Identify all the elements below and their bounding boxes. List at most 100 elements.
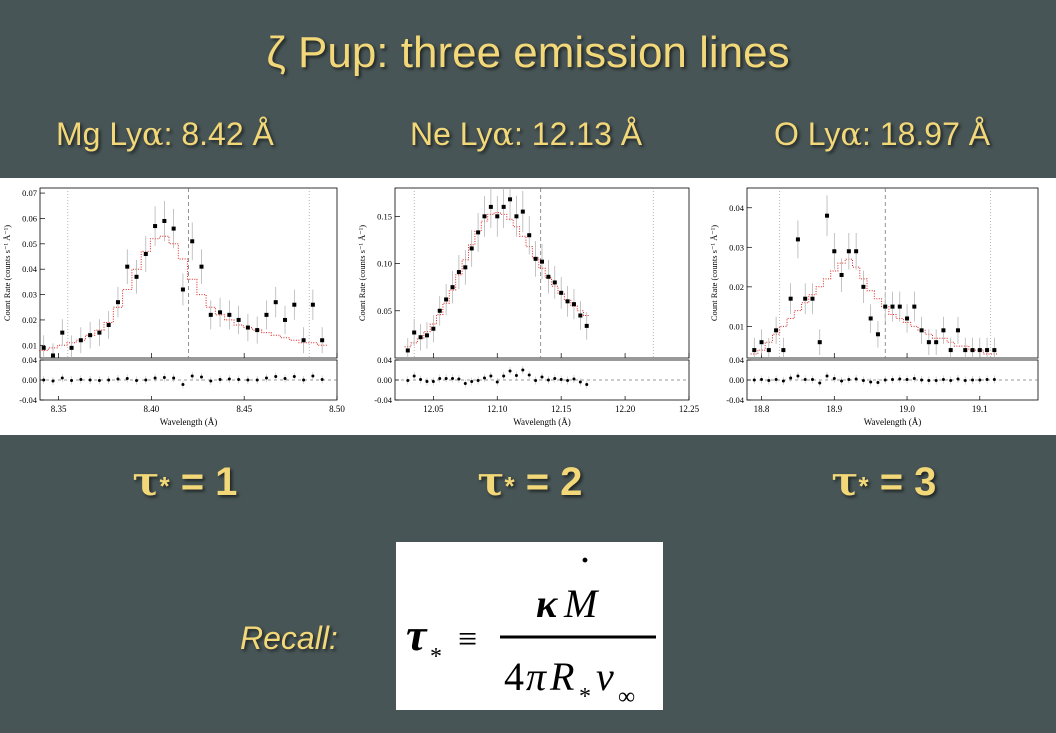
data-point <box>199 264 204 269</box>
residual-point <box>218 378 222 381</box>
residual-point <box>425 380 429 383</box>
data-point <box>115 300 120 305</box>
data-point <box>292 302 297 307</box>
data-point <box>162 218 167 223</box>
x-tick-label: 12.25 <box>679 404 700 414</box>
residual-point <box>803 378 807 381</box>
residual-point <box>985 378 989 381</box>
residual-point <box>451 377 455 380</box>
y-tick-label: 0.05 <box>22 239 37 249</box>
formula-kappa: κ <box>536 581 558 626</box>
data-point <box>934 340 939 345</box>
data-point <box>227 312 232 317</box>
residual-point <box>752 378 756 382</box>
data-point <box>520 209 525 214</box>
data-point <box>571 302 576 307</box>
residual-point <box>534 379 538 382</box>
residual-point <box>818 381 822 385</box>
residual-point <box>578 380 582 384</box>
data-point <box>495 214 500 219</box>
data-point <box>153 224 158 229</box>
formula-equiv: ≡ <box>458 621 477 658</box>
data-point <box>405 348 410 353</box>
residual-point <box>283 377 287 380</box>
x-axis-label: Wavelength (Å) <box>513 417 571 427</box>
residual-point <box>905 378 909 381</box>
data-point <box>890 304 895 309</box>
data-point <box>810 296 815 301</box>
residual-point <box>781 379 785 383</box>
tau-label-3: τ* = 3 <box>831 458 937 505</box>
data-point <box>832 249 837 254</box>
residual-point <box>949 379 953 382</box>
data-point <box>418 335 423 340</box>
residual-point <box>553 377 557 380</box>
residual-y-tick-label: 0.00 <box>22 375 37 385</box>
data-point <box>88 333 93 338</box>
residual-point <box>847 378 851 381</box>
data-point <box>255 328 260 333</box>
data-point <box>482 214 487 219</box>
residual-point <box>227 377 231 381</box>
y-tick-label: 0.05 <box>377 306 392 316</box>
residual-point <box>869 380 873 384</box>
data-point <box>985 348 990 353</box>
residual-point <box>60 376 64 380</box>
data-point <box>948 348 953 353</box>
data-point <box>78 338 83 343</box>
data-point <box>552 280 557 285</box>
data-point <box>533 256 538 261</box>
residual-point <box>825 374 829 378</box>
data-point <box>766 348 771 353</box>
residual-point <box>181 383 185 386</box>
y-tick-label: 0.03 <box>729 242 744 252</box>
y-tick-label: 0.01 <box>22 340 37 350</box>
residual-point <box>861 379 865 382</box>
residual-point <box>540 375 544 379</box>
residual-point <box>255 378 259 382</box>
data-point <box>508 197 513 202</box>
residual-point <box>292 375 296 378</box>
data-point <box>963 348 968 353</box>
residual-point <box>840 379 844 383</box>
data-point <box>171 226 176 231</box>
data-point <box>919 328 924 333</box>
residual-point <box>457 377 461 381</box>
model-line <box>39 235 327 351</box>
residual-point <box>97 379 101 382</box>
residual-y-tick-label: 0.04 <box>22 355 38 365</box>
x-axis-label: Wavelength (Å) <box>160 417 218 427</box>
x-tick-label: 8.40 <box>144 404 160 414</box>
data-point <box>60 330 65 335</box>
residual-point <box>406 379 410 382</box>
data-point <box>218 310 223 315</box>
formula-mdot: M <box>563 581 600 626</box>
residual-point <box>876 381 880 384</box>
data-point <box>788 296 793 301</box>
residual-point <box>172 376 176 380</box>
model-line <box>750 258 998 355</box>
formula-pi: π <box>526 654 547 699</box>
residual-point <box>559 378 563 381</box>
residual-point <box>476 379 480 382</box>
data-point <box>431 326 436 331</box>
residual-point <box>546 378 550 382</box>
data-point <box>527 233 532 238</box>
x-tick-label: 12.10 <box>487 404 508 414</box>
data-point <box>992 348 997 353</box>
x-tick-label: 19.0 <box>899 404 915 414</box>
data-point <box>970 348 975 353</box>
residual-point <box>934 379 938 382</box>
data-point <box>450 285 455 290</box>
data-point <box>283 317 288 322</box>
x-axis-label: Wavelength (Å) <box>864 417 922 427</box>
data-point <box>912 304 917 309</box>
residual-point <box>51 379 55 383</box>
data-point <box>41 345 46 350</box>
x-tick-label: 18.9 <box>826 404 842 414</box>
residual-point <box>963 379 967 382</box>
residual-point <box>302 378 306 382</box>
data-point <box>125 264 130 269</box>
data-point <box>444 297 449 302</box>
x-tick-label: 8.45 <box>236 404 252 414</box>
